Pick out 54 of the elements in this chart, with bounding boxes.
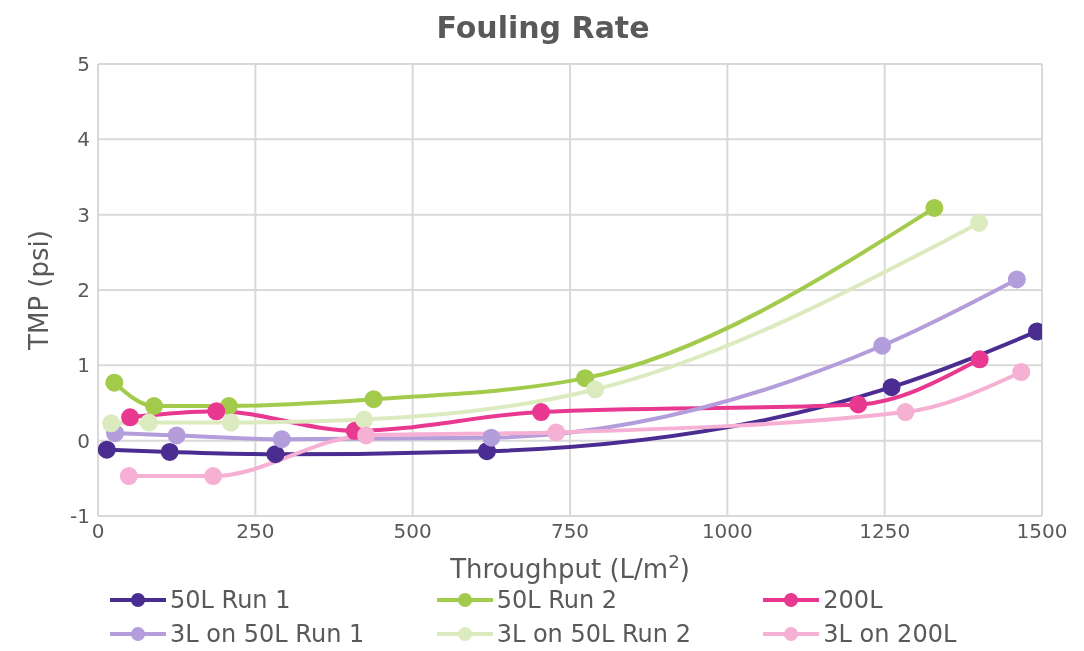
point xyxy=(160,442,179,461)
point xyxy=(873,336,892,355)
legend-label: 50L Run 2 xyxy=(496,586,618,614)
point xyxy=(98,440,116,459)
point xyxy=(882,378,901,397)
point xyxy=(482,428,501,447)
point xyxy=(970,213,989,232)
x-axis-title: Throughput (L/m$^{2}$) xyxy=(449,550,690,584)
point xyxy=(167,426,186,445)
y-tick-label: 0 xyxy=(77,428,90,453)
point xyxy=(586,380,605,399)
point xyxy=(266,445,285,464)
point xyxy=(204,467,223,486)
y-axis-title: TMP (psi) xyxy=(24,230,54,351)
point xyxy=(221,413,240,432)
point xyxy=(547,423,566,442)
point xyxy=(207,402,226,421)
x-tick-label: 1250 xyxy=(859,519,911,544)
point xyxy=(1012,363,1031,382)
point xyxy=(119,467,138,486)
point xyxy=(576,369,595,388)
point xyxy=(121,408,140,427)
point xyxy=(145,397,164,416)
point xyxy=(849,395,868,414)
point xyxy=(139,413,158,432)
x-tick-label: 1000 xyxy=(701,519,753,544)
chart-title: Fouling Rate xyxy=(435,10,651,45)
y-tick-label: 5 xyxy=(77,52,90,77)
x-tick-label: 1500 xyxy=(1016,519,1068,544)
point xyxy=(105,373,124,392)
x-tick-label: 250 xyxy=(236,519,275,544)
y-tick-label: -1 xyxy=(70,504,90,529)
y-tick-label: 2 xyxy=(77,278,90,303)
legend-label: 3L on 50L Run 1 xyxy=(170,620,365,648)
point xyxy=(272,430,291,449)
x-tick-label: 500 xyxy=(393,519,432,544)
point xyxy=(102,414,121,433)
legend-label: 3L on 200L xyxy=(823,620,957,648)
point xyxy=(532,403,551,422)
legend-label: 3L on 50L Run 2 xyxy=(496,620,691,648)
point xyxy=(1007,270,1026,289)
point xyxy=(364,390,383,409)
y-tick-label: 3 xyxy=(77,202,90,227)
point xyxy=(357,426,376,445)
legend-label: 50L Run 1 xyxy=(170,586,291,614)
point xyxy=(355,410,374,429)
y-tick-label: 4 xyxy=(77,127,90,152)
y-tick-label: 1 xyxy=(77,353,90,378)
legend-label: 200L xyxy=(823,586,883,614)
point xyxy=(970,350,989,369)
point xyxy=(477,442,496,461)
point xyxy=(925,198,944,217)
point xyxy=(896,403,915,422)
x-tick-label: 750 xyxy=(550,519,590,544)
